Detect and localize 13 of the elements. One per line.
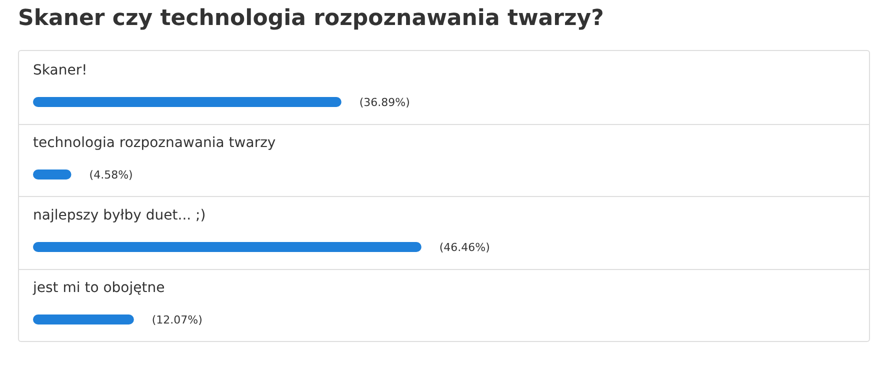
data-label: (4.58%) — [89, 168, 133, 182]
data-label: (46.46%) — [439, 241, 490, 254]
data-label: (36.89%) — [359, 96, 410, 109]
y-tick-label: Skaner! — [33, 62, 88, 78]
bar — [33, 97, 342, 107]
y-tick-label: najlepszy byłby duet... ;) — [33, 207, 206, 224]
y-tick-label: technologia rozpoznawania twarzy — [33, 134, 276, 151]
bar — [33, 314, 134, 324]
chart-title: Skaner czy technologia rozpoznawania twarzy? — [18, 6, 604, 31]
y-tick-label: jest mi to obojętne — [32, 280, 165, 296]
data-label: (12.07%) — [152, 314, 202, 326]
bar — [33, 242, 422, 252]
bar — [33, 170, 72, 180]
